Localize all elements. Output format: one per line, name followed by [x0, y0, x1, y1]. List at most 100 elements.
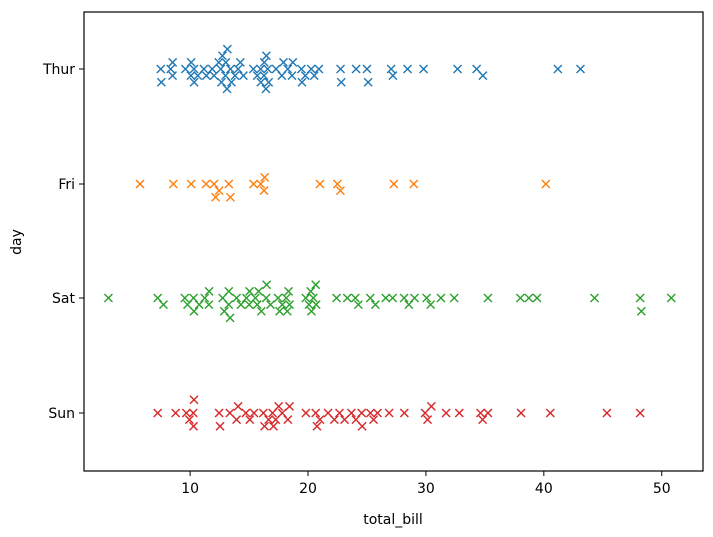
data-point-sun — [232, 415, 242, 425]
data-point-sun — [189, 395, 199, 405]
data-point-sat — [590, 293, 600, 303]
data-point-sun — [225, 408, 235, 418]
data-point-thur — [221, 57, 231, 67]
data-point-sun — [312, 421, 322, 431]
data-point-thur — [363, 77, 373, 87]
data-point-sat — [422, 293, 432, 303]
data-point-thur — [248, 64, 258, 74]
data-point-thur — [287, 71, 297, 81]
data-point-sun — [483, 408, 493, 418]
data-point-sun — [283, 415, 293, 425]
data-point-thur — [453, 64, 463, 74]
data-point-sun — [372, 408, 382, 418]
data-point-sun — [311, 408, 321, 418]
data-point-sat — [515, 293, 525, 303]
y-tick-label-sun: Sun — [48, 406, 75, 422]
data-point-sun — [264, 415, 274, 425]
data-point-sun — [335, 408, 344, 418]
data-point-thur — [296, 64, 306, 74]
data-point-thur — [222, 44, 232, 54]
data-point-fri — [168, 179, 178, 189]
data-point-thur — [261, 84, 271, 94]
data-point-sat — [306, 286, 316, 296]
data-point-thur — [256, 64, 266, 74]
data-point-thur — [186, 71, 196, 81]
data-point-sun — [476, 408, 486, 418]
data-point-fri — [409, 179, 419, 189]
data-point-sun — [260, 421, 270, 431]
data-point-thur — [189, 77, 199, 87]
data-point-thur — [403, 64, 413, 74]
data-point-thur — [156, 64, 166, 74]
data-point-fri — [214, 186, 224, 196]
data-point-sun — [384, 408, 394, 418]
data-point-sun — [184, 415, 194, 425]
y-tick-label-fri: Fri — [58, 177, 75, 193]
data-point-sat — [232, 293, 242, 303]
data-point-thur — [199, 64, 209, 74]
data-point-sat — [381, 293, 391, 303]
x-tick-label: 30 — [417, 481, 435, 497]
data-point-sat — [635, 293, 645, 303]
data-point-sun — [274, 401, 284, 411]
data-point-sun — [399, 408, 409, 418]
y-tick-label-thur: Thur — [42, 62, 75, 78]
data-point-sun — [357, 421, 367, 431]
data-point-sat — [350, 293, 360, 303]
data-point-thur — [225, 64, 235, 74]
data-point-sun — [301, 408, 311, 418]
data-point-sat — [189, 306, 199, 316]
x-tick-label: 20 — [299, 481, 317, 497]
data-point-fri — [389, 179, 399, 189]
data-point-sat — [449, 293, 459, 303]
data-point-sat — [370, 300, 380, 310]
data-point-sun — [545, 408, 555, 418]
data-point-fri — [332, 179, 342, 189]
data-point-sat — [666, 293, 676, 303]
data-point-sat — [436, 293, 446, 303]
data-point-sat — [483, 293, 493, 303]
data-point-sat — [304, 300, 314, 310]
data-point-sat — [204, 300, 214, 310]
data-point-thur — [222, 84, 232, 94]
data-point-thur — [362, 64, 372, 74]
data-point-sun — [369, 415, 379, 425]
data-point-sat — [284, 286, 294, 296]
data-point-sat — [388, 293, 398, 303]
data-point-sun — [329, 415, 339, 425]
data-point-sun — [340, 415, 350, 425]
data-point-sun — [346, 408, 356, 418]
data-point-thur — [252, 71, 262, 81]
data-point-thur — [288, 57, 298, 67]
data-point-sat — [158, 300, 168, 310]
data-point-sat — [409, 293, 419, 303]
data-point-thur — [261, 51, 271, 61]
data-point-sat — [252, 300, 262, 310]
data-point-thur — [259, 57, 269, 67]
data-point-sat — [254, 286, 264, 296]
data-point-sat — [224, 300, 234, 310]
data-point-sat — [399, 293, 409, 303]
data-point-sat — [250, 293, 260, 303]
data-point-sat — [273, 293, 283, 303]
data-point-fri — [225, 192, 235, 202]
data-point-thur — [259, 71, 269, 81]
data-point-fri — [260, 172, 270, 182]
data-point-sat — [225, 313, 235, 323]
data-point-sun — [258, 408, 268, 418]
data-point-fri — [256, 179, 266, 189]
data-point-thur — [309, 71, 319, 81]
data-point-sun — [171, 408, 181, 418]
data-point-fri — [211, 192, 221, 202]
data-point-thur — [216, 77, 226, 87]
data-point-sun — [188, 408, 198, 418]
data-point-fri — [186, 179, 196, 189]
data-point-thur — [235, 57, 245, 67]
plot-frame — [83, 11, 704, 472]
data-point-sat — [194, 300, 204, 310]
data-point-sun — [189, 421, 199, 431]
data-point-sat — [301, 293, 311, 303]
data-point-fri — [249, 179, 259, 189]
data-point-sun — [214, 408, 224, 418]
data-point-sat — [282, 306, 292, 316]
